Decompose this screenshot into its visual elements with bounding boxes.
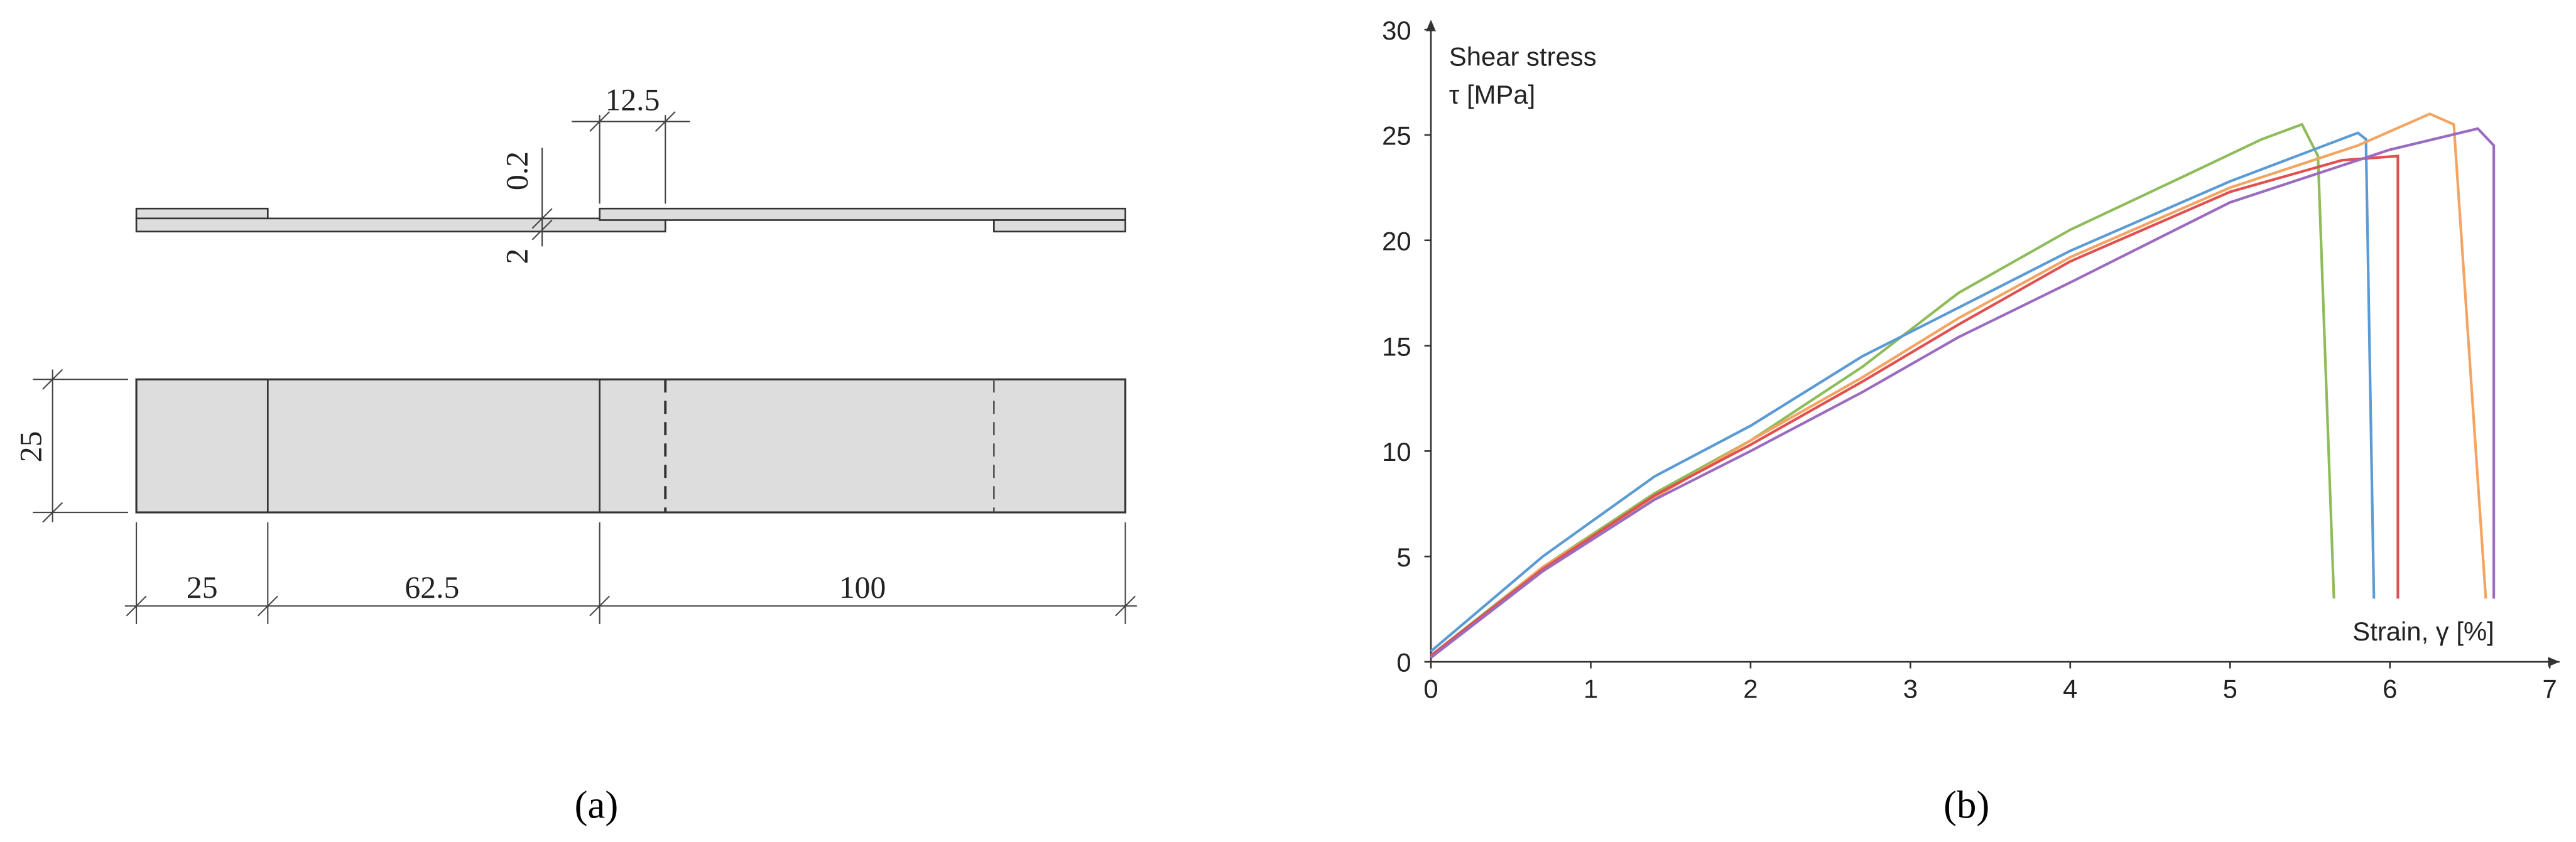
- dimension-label: 25: [187, 570, 218, 605]
- x-tick-label: 5: [2223, 674, 2237, 704]
- dimension-label: 100: [839, 570, 886, 605]
- y-tick-label: 10: [1382, 437, 1411, 467]
- dimension-line: [124, 522, 1137, 624]
- dimension-line: [33, 369, 129, 523]
- x-tick-label: 1: [1584, 674, 1598, 704]
- y-tick-label: 20: [1382, 226, 1411, 256]
- x-axis-arrow: [2548, 657, 2560, 667]
- data-line: [1430, 154, 2399, 657]
- x-tick-label: 6: [2383, 674, 2397, 704]
- caption: (a): [575, 783, 619, 827]
- plan-view: [135, 378, 1127, 514]
- x-tick-label: 7: [2543, 674, 2557, 704]
- y-tick-label: 25: [1382, 121, 1411, 151]
- data-line: [1430, 131, 2376, 652]
- dimension-label: 12.5: [605, 82, 660, 117]
- dimension-label: 62.5: [405, 570, 459, 605]
- data-line: [1430, 122, 2335, 657]
- x-tick-label: 4: [2063, 674, 2077, 704]
- data-line: [1430, 127, 2496, 659]
- y-tick-label: 0: [1396, 648, 1411, 677]
- chart: Shear stress τ [MPa] Strain, γ [%] (b) 0…: [1382, 16, 2560, 827]
- caption: (b): [1943, 783, 1989, 827]
- x-tick-label: 0: [1423, 674, 1438, 704]
- dimension-label: 25: [13, 431, 48, 463]
- y-axis-arrow: [1426, 19, 1436, 31]
- y-tick-label: 30: [1382, 16, 1411, 45]
- tab: [135, 207, 269, 220]
- y-axis-label: Shear stress: [1449, 42, 1597, 72]
- dimension-line: [531, 148, 553, 247]
- plate: [599, 207, 1126, 221]
- dimension-label: 0.2: [500, 151, 535, 190]
- y-axis-label: τ [MPa]: [1449, 80, 1535, 109]
- y-tick-label: 5: [1396, 542, 1411, 572]
- x-tick-label: 2: [1743, 674, 1758, 704]
- x-tick-label: 3: [1903, 674, 1918, 704]
- plate: [135, 217, 666, 233]
- specimen-diagram: 12.5 0.2 2 25 25 62.5 100 (a): [13, 82, 1137, 827]
- y-tick-label: 15: [1382, 332, 1411, 361]
- tab: [993, 219, 1126, 233]
- x-axis-label: Strain, γ [%]: [2352, 617, 2494, 646]
- dimension-line: [572, 111, 690, 204]
- dimension-label: 2: [500, 249, 535, 264]
